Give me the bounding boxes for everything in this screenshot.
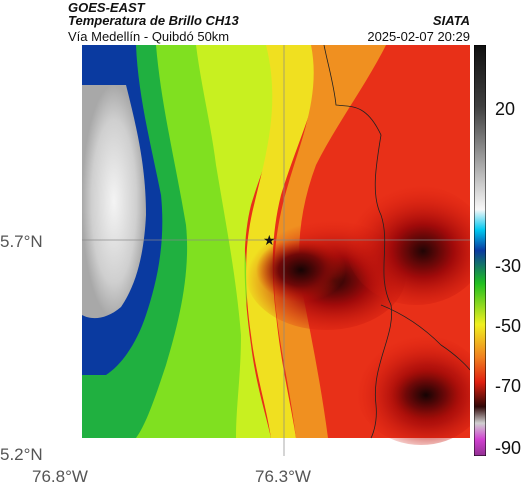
lat-label-5-2: 5.2°N xyxy=(0,445,43,464)
colorbar-tick-minus30: -30 xyxy=(495,256,522,276)
colorbar xyxy=(474,45,486,456)
colorbar-tick-minus70: -70 xyxy=(495,376,522,396)
timestamp: 2025-02-07 20:29 xyxy=(367,29,470,44)
lat-label-5-7: 5.7°N xyxy=(0,232,43,251)
location-star-icon: ★ xyxy=(263,232,276,248)
colorbar-tick-20: 20 xyxy=(495,99,516,119)
brightness-temperature-map: ★ xyxy=(66,45,470,456)
colorbar-tick-minus50: -50 xyxy=(495,316,522,336)
location-subtitle: Vía Medellín - Quibdó 50km xyxy=(68,29,230,44)
agency-label: SIATA xyxy=(432,13,470,28)
colorbar-tick-minus90: -90 xyxy=(495,438,522,458)
satellite-name: GOES-EAST xyxy=(68,0,145,15)
lon-label-76-8: 76.8°W xyxy=(32,467,88,486)
product-title: Temperatura de Brillo CH13 xyxy=(68,13,239,28)
lon-label-76-3: 76.3°W xyxy=(255,467,311,486)
